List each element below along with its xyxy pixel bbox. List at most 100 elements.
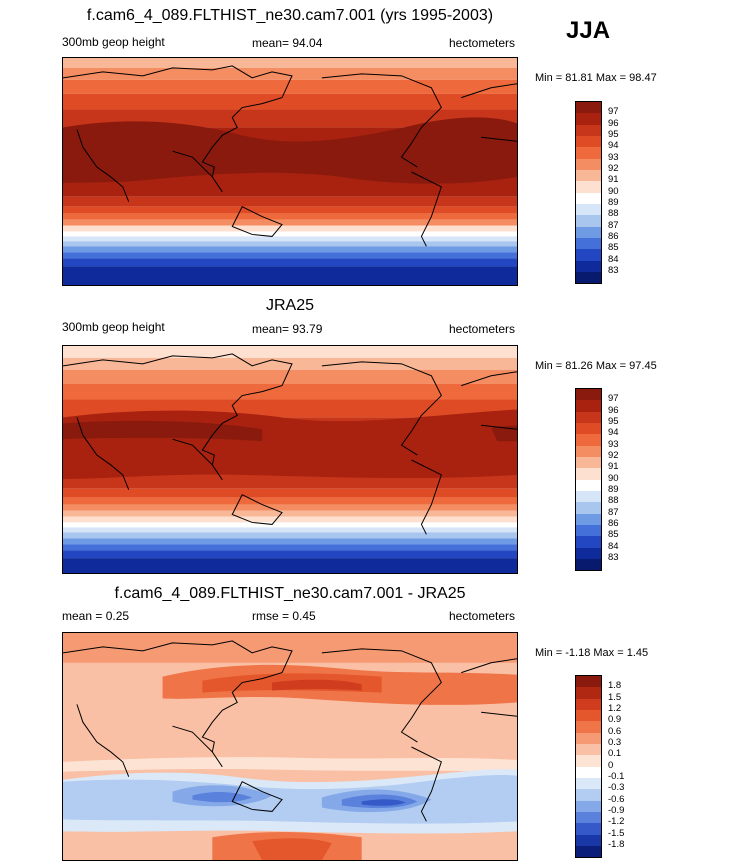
colorbar-swatch [575, 698, 602, 710]
panel-3-map-svg [63, 633, 517, 860]
colorbar-swatch [575, 536, 602, 548]
colorbar-label: -1.5 [608, 827, 625, 839]
colorbar-swatch [575, 766, 602, 778]
panel-3-map [62, 632, 518, 861]
colorbar-swatch [575, 456, 602, 469]
panel-1-map [62, 57, 518, 286]
colorbar-swatch [575, 789, 602, 801]
panel-3-minmax: Min = -1.18 Max = 1.45 [535, 647, 649, 659]
colorbar-swatch [575, 271, 602, 284]
colorbar-swatch [575, 124, 602, 136]
colorbar-label: 94 [608, 427, 619, 439]
panel-3-left-label: mean = 0.25 [62, 609, 130, 623]
colorbar-label: 0.3 [608, 736, 622, 748]
colorbar-swatch [575, 249, 602, 261]
colorbar-swatch [575, 215, 602, 227]
colorbar-swatch [575, 709, 602, 722]
colorbar-swatch [575, 524, 602, 537]
colorbar-swatch [575, 479, 602, 491]
colorbar-label: 0 [608, 759, 614, 771]
colorbar-swatch [575, 513, 602, 525]
colorbar-swatch [575, 181, 602, 193]
colorbar-swatch [575, 203, 602, 216]
colorbar-swatch [575, 237, 602, 250]
colorbar-label: 88 [608, 208, 619, 220]
colorbar-swatch [575, 755, 602, 767]
colorbar-swatch [575, 834, 602, 846]
panel-2-right-label: hectometers [449, 322, 516, 336]
colorbar-label: 83 [608, 551, 619, 563]
panel-3-center-label: rmse = 0.45 [252, 609, 316, 623]
panel-2-map-svg [63, 346, 517, 573]
colorbar-swatch [575, 158, 602, 170]
colorbar-label: 87 [608, 219, 619, 231]
colorbar-swatch [575, 845, 602, 858]
colorbar-swatch [575, 102, 602, 114]
colorbar-label: 1.5 [608, 691, 622, 703]
colorbar-label: 84 [608, 540, 619, 552]
colorbar-swatch [575, 135, 602, 148]
panel-3-colorbar: 1.8 1.5 1.2 0.9 0.6 0.3 0.1 0 -0.1 -0.3 -0.6 -0.9 -1… [575, 675, 624, 859]
colorbar-swatch [575, 558, 602, 571]
colorbar-label: 95 [608, 128, 619, 140]
colorbar-swatch [575, 260, 602, 272]
colorbar-swatches [575, 675, 602, 859]
colorbar-swatch [575, 743, 602, 756]
colorbar-label: 95 [608, 415, 619, 427]
colorbar-label: 92 [608, 449, 619, 461]
panel-2-colorbar: 97 96 95 94 93 92 91 90 89 88 87 86 85 84 83 [575, 388, 619, 572]
colorbar-swatch [575, 422, 602, 435]
colorbar-swatch [575, 823, 602, 835]
colorbar-label: 85 [608, 529, 619, 541]
panel-1-minmax: Min = 81.81 Max = 98.47 [535, 72, 657, 84]
colorbar-label: 91 [608, 461, 619, 473]
colorbar-swatch [575, 389, 602, 401]
colorbar-label: 0.6 [608, 725, 622, 737]
colorbar-swatch [575, 192, 602, 204]
panel-1-center-label: mean= 94.04 [252, 36, 323, 50]
panel-2-title: JRA25 [265, 297, 315, 314]
panel-2-center-label: mean= 93.79 [252, 322, 323, 336]
panel-1-map-svg [63, 58, 517, 285]
colorbar-label: -0.1 [608, 770, 625, 782]
colorbar-label: 0.9 [608, 714, 622, 726]
colorbar-swatch [575, 777, 602, 790]
colorbar-swatch [575, 411, 602, 423]
colorbar-swatch [575, 113, 602, 125]
panel-1-title: f.cam6_4_089.FLTHIST_ne30.cam7.001 (yrs … [86, 7, 494, 24]
colorbar-swatch [575, 800, 602, 812]
colorbar-swatch [575, 811, 602, 824]
colorbar-label: 93 [608, 151, 619, 163]
colorbar-label: 84 [608, 253, 619, 265]
colorbar-label: 0.1 [608, 748, 622, 760]
colorbar-label: 97 [608, 106, 619, 118]
colorbar-label: 1.8 [608, 680, 622, 692]
colorbar-label: -0.3 [608, 782, 625, 794]
colorbar-label: 91 [608, 174, 619, 186]
colorbar-label: -0.6 [608, 793, 625, 805]
colorbar-swatch [575, 721, 602, 733]
panel-2-minmax: Min = 81.26 Max = 97.45 [535, 360, 657, 372]
colorbar-label: 94 [608, 140, 619, 152]
colorbar-label: 83 [608, 264, 619, 276]
colorbar-label: 86 [608, 230, 619, 242]
panel-3-right-label: hectometers [449, 609, 516, 623]
colorbar-label: 88 [608, 495, 619, 507]
colorbar-label: 86 [608, 517, 619, 529]
colorbar-swatch [575, 732, 602, 744]
colorbar-label: 96 [608, 404, 619, 416]
colorbar-label: 89 [608, 483, 619, 495]
colorbar-swatch [575, 676, 602, 688]
panel-1-left-label: 300mb geop height [62, 35, 165, 49]
colorbar-label: 90 [608, 472, 619, 484]
colorbar-label: -1.2 [608, 816, 625, 828]
colorbar-swatches [575, 388, 602, 572]
colorbar-swatch [575, 400, 602, 412]
colorbar-swatch [575, 147, 602, 159]
colorbar-label: 97 [608, 393, 619, 405]
colorbar-swatch [575, 490, 602, 503]
colorbar-label: 90 [608, 185, 619, 197]
season-label: JJA [566, 17, 611, 44]
colorbar-label: 87 [608, 506, 619, 518]
colorbar-swatch [575, 502, 602, 514]
